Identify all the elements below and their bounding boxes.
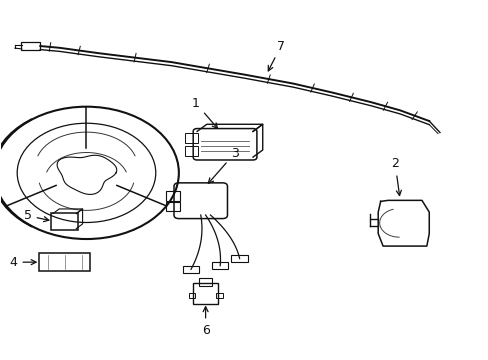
- Text: 3: 3: [208, 147, 238, 183]
- Text: 7: 7: [268, 40, 285, 71]
- Text: 4: 4: [10, 256, 36, 269]
- Text: 1: 1: [192, 97, 217, 128]
- Text: 2: 2: [390, 157, 401, 195]
- Text: 6: 6: [201, 307, 209, 337]
- Text: 5: 5: [23, 209, 49, 222]
